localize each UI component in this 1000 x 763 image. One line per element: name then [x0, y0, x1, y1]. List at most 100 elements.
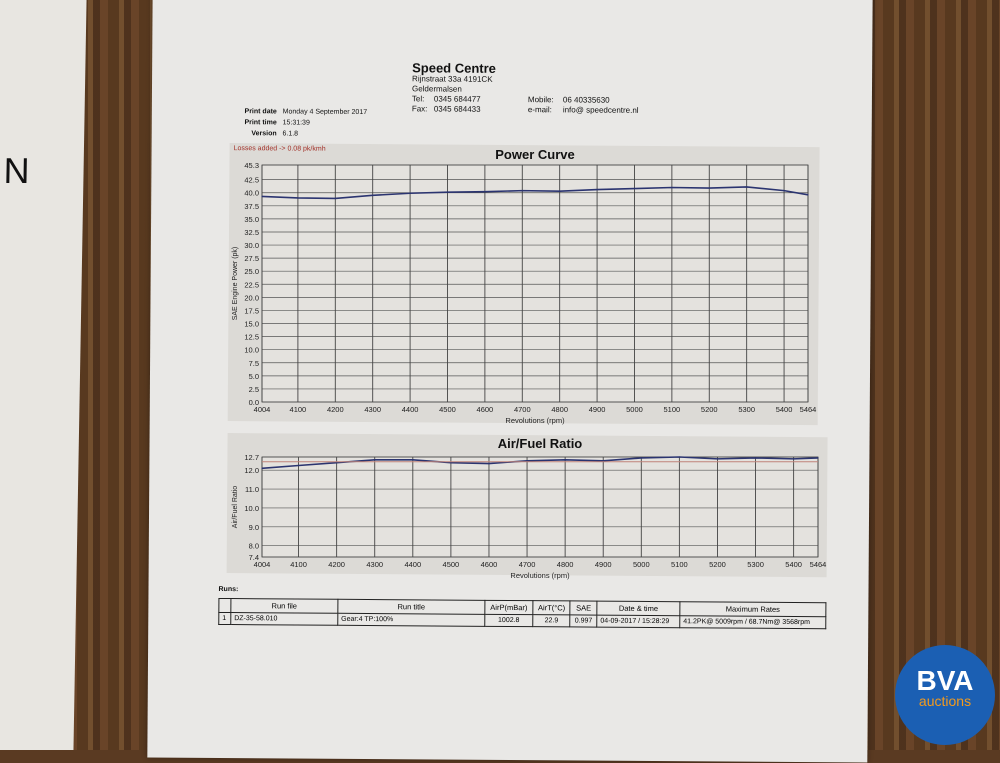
y-tick-label: 10.0: [244, 504, 259, 513]
data-point: [671, 186, 673, 189]
x-tick-label: 4100: [290, 405, 307, 414]
x-tick-label: 4800: [551, 405, 568, 414]
x-tick-label: 5400: [776, 405, 793, 414]
plot-area: [261, 164, 809, 403]
x-axis-label: Revolutions (rpm): [510, 571, 570, 580]
y-tick-label: 40.0: [244, 189, 259, 198]
data-point: [783, 190, 785, 192]
chart-title: Power Curve: [495, 147, 574, 162]
y-tick-label: 25.0: [244, 267, 259, 276]
y-tick-label: 15.0: [244, 320, 259, 329]
y-tick-label: 45.3: [244, 161, 259, 170]
y-tick-label: 37.5: [244, 202, 259, 211]
x-tick-label: 5000: [633, 560, 650, 569]
data-point: [564, 459, 566, 461]
y-tick-label: 35.0: [244, 215, 259, 224]
y-tick-label: 30.0: [244, 241, 259, 250]
data-point: [793, 458, 795, 460]
x-tick-label: 5100: [671, 560, 688, 569]
x-tick-label: 4300: [364, 405, 381, 414]
x-tick-label: 5300: [738, 405, 755, 414]
data-point: [602, 460, 604, 462]
data-point: [261, 195, 263, 197]
x-tick-label: 4500: [439, 405, 456, 414]
y-tick-label: 12.0: [244, 466, 259, 475]
data-point: [817, 457, 819, 459]
y-axis-label: Air/Fuel Ratio: [232, 486, 239, 529]
x-axis-label: Revolutions (rpm): [505, 416, 565, 425]
y-tick-label: 11.0: [245, 485, 259, 494]
x-tick-label: 5464: [800, 405, 817, 414]
data-point: [484, 191, 486, 193]
y-tick-label: 17.5: [244, 306, 259, 315]
data-point: [488, 463, 490, 465]
data-point: [297, 464, 300, 467]
x-tick-label: 4700: [514, 405, 531, 414]
x-tick-label: 4200: [328, 560, 345, 569]
y-tick-label: 5.0: [249, 372, 259, 381]
data-point: [261, 467, 263, 469]
data-point: [526, 460, 528, 462]
chart-title: Air/Fuel Ratio: [498, 436, 583, 451]
y-tick-label: 42.5: [244, 176, 259, 185]
y-tick-label: 20.0: [244, 293, 259, 302]
data-point: [412, 459, 414, 461]
data-point: [450, 462, 452, 464]
data-point: [297, 197, 299, 199]
x-tick-label: 4900: [595, 560, 612, 569]
y-tick-label: 7.5: [249, 359, 259, 368]
y-tick-label: 7.4: [249, 553, 259, 562]
x-tick-label: 5200: [709, 560, 726, 569]
x-tick-label: 4600: [477, 405, 494, 414]
data-point: [409, 192, 411, 194]
x-tick-label: 5100: [664, 405, 681, 414]
x-tick-label: 5200: [701, 405, 718, 414]
x-tick-label: 5000: [626, 405, 643, 414]
x-tick-label: 4400: [404, 560, 421, 569]
y-tick-label: 12.5: [244, 333, 259, 342]
x-tick-label: 4100: [290, 560, 307, 569]
data-point: [372, 194, 374, 196]
y-tick-label: 0.0: [249, 398, 259, 407]
data-point: [596, 188, 598, 191]
data-point: [374, 459, 376, 461]
x-tick-label: 4004: [254, 560, 271, 569]
data-point: [446, 191, 449, 193]
x-tick-label: 4500: [443, 560, 460, 569]
data-point: [559, 190, 561, 192]
x-tick-label: 5300: [747, 560, 764, 569]
x-tick-label: 4600: [481, 560, 498, 569]
data-point: [746, 186, 748, 188]
x-tick-label: 4004: [254, 405, 271, 414]
data-point: [708, 187, 710, 189]
y-tick-label: 10.0: [244, 346, 259, 355]
x-tick-label: 4200: [327, 405, 344, 414]
y-axis-label: SAE Engine Power (pk): [232, 247, 239, 321]
x-tick-label: 4300: [366, 560, 383, 569]
data-point: [807, 194, 809, 196]
y-tick-label: 2.5: [249, 385, 259, 394]
y-tick-label: 32.5: [244, 228, 259, 237]
bva-auctions-logo: BVA auctions: [895, 645, 995, 745]
x-tick-label: 4800: [557, 560, 574, 569]
x-tick-label: 5464: [810, 560, 827, 569]
x-tick-label: 4900: [589, 405, 606, 414]
data-point: [334, 197, 336, 200]
plot-area: [261, 456, 819, 558]
y-tick-label: 12.7: [244, 453, 259, 462]
data-point: [633, 187, 636, 190]
y-tick-label: 27.5: [244, 254, 259, 263]
y-tick-label: 9.0: [249, 523, 259, 532]
y-tick-label: 8.0: [249, 542, 259, 551]
data-point: [716, 458, 719, 460]
data-point: [754, 457, 757, 459]
x-tick-label: 5400: [785, 560, 802, 569]
x-tick-label: 4700: [519, 560, 536, 569]
y-tick-label: 22.5: [244, 280, 259, 289]
data-point: [640, 457, 642, 459]
series-line: [261, 186, 809, 200]
data-point: [521, 190, 523, 192]
x-tick-label: 4400: [402, 405, 419, 414]
data-point: [336, 462, 338, 464]
